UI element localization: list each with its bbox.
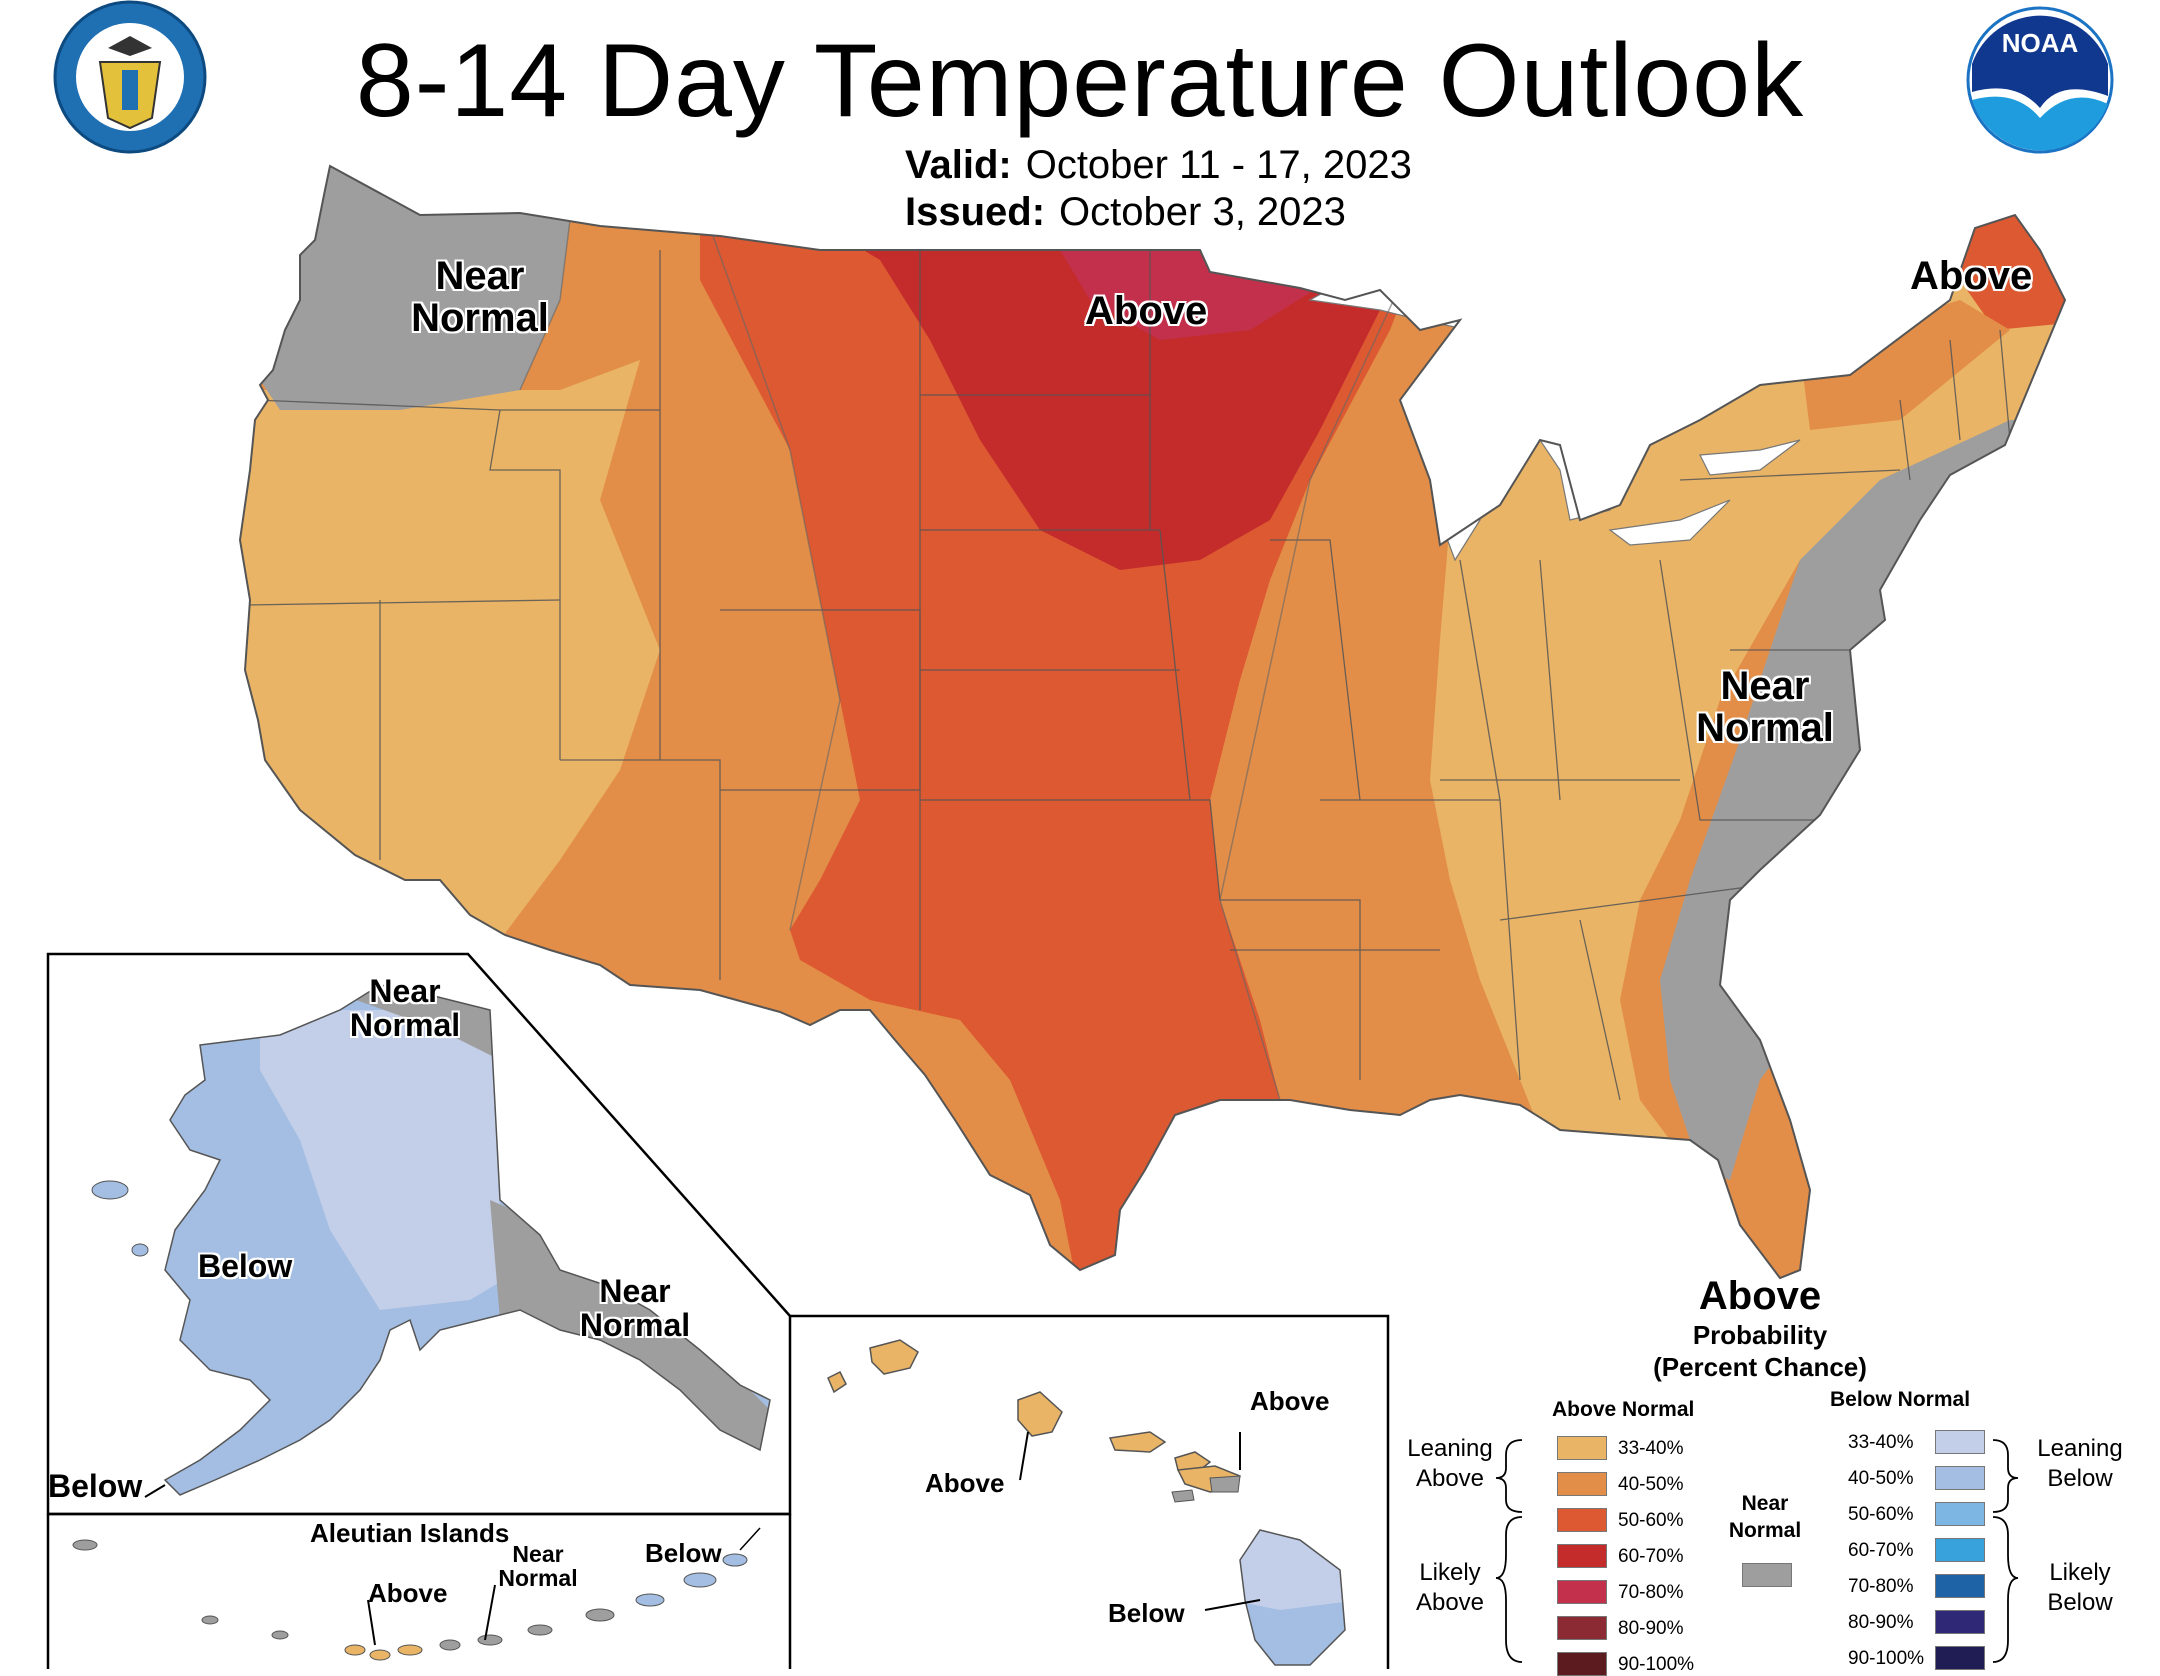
legend-label-above-4: 70-80%	[1618, 1582, 1684, 1603]
legend-above-label: Above	[1698, 1274, 1822, 1318]
department-of-commerce-seal	[53, 0, 207, 154]
legend-title-probability: Probability	[1692, 1320, 1828, 1350]
region-maine-above	[1960, 200, 2065, 330]
label-alaska-below-southwest: Below	[48, 1468, 143, 1504]
legend-below-normal-header: Below Normal	[1830, 1388, 1971, 1411]
label-aleutian-above: Above	[368, 1578, 448, 1608]
legend-swatch-below-5	[1935, 1610, 1985, 1634]
legend-swatch-above-0	[1557, 1436, 1607, 1460]
legend-swatch-below-0	[1935, 1430, 1985, 1454]
region-ne-lean	[1800, 300, 2010, 430]
issued-date: Issued: October 3, 2023	[905, 190, 1346, 235]
legend-label-below-3: 60-70%	[1848, 1540, 1914, 1561]
legend-label-above-1: 40-50%	[1618, 1474, 1684, 1495]
label-aleutian-near-normal: Near Normal	[498, 1541, 578, 1592]
region-west-leaning-above	[240, 360, 660, 940]
legend-label-below-5: 80-90%	[1848, 1612, 1914, 1633]
legend-swatch-below-6	[1935, 1646, 1985, 1670]
legend-swatch-below-2	[1935, 1502, 1985, 1526]
hawaii-inset	[790, 1314, 1390, 1669]
legend-label-above-0: 33-40%	[1618, 1438, 1684, 1459]
label-conus-near-normal-nw: Near Normal	[411, 254, 549, 340]
label-alaska-near-normal-southeast: Near Normal	[579, 1273, 691, 1343]
region-florida-above	[1720, 1180, 1810, 1278]
region-east-leaning-above	[1430, 260, 2065, 1278]
legend-swatch-below-3	[1935, 1538, 1985, 1562]
label-alaska-near-normal-north: Near Normal	[349, 973, 461, 1043]
legend-title-percent: (Percent Chance)	[1653, 1352, 1867, 1382]
legend-label-above-6: 90-100%	[1618, 1654, 1695, 1675]
legend-swatch-below-1	[1935, 1466, 1985, 1490]
legend-label-below-0: 33-40%	[1848, 1432, 1914, 1453]
legend-swatch-above-6	[1557, 1652, 1607, 1676]
legend-label-below-1: 40-50%	[1848, 1468, 1914, 1489]
valid-date: Valid: October 11 - 17, 2023	[905, 143, 1412, 188]
label-conus-above-maine: Above	[1910, 254, 2033, 298]
legend-label-below-6: 90-100%	[1848, 1648, 1925, 1669]
legend-near-normal-header: Near Normal	[1728, 1492, 1802, 1543]
noaa-logo: NOAA	[1966, 6, 2114, 154]
label-alaska-below: Below	[198, 1248, 293, 1284]
legend-leaning-above: Leaning Above	[1407, 1435, 1493, 1492]
legend-braces	[1495, 1439, 2019, 1663]
legend-above-normal-header: Above Normal	[1552, 1398, 1695, 1421]
page-title: 8-14 Day Temperature Outlook	[355, 23, 1805, 139]
noaa-logo-text: NOAA	[2002, 28, 2079, 58]
label-aleutian-title: Aleutian Islands	[310, 1518, 510, 1548]
valid-value: October 11 - 17, 2023	[1025, 143, 1412, 187]
legend-swatch-above-3	[1557, 1544, 1607, 1568]
label-hawaii-above-right: Above	[1250, 1386, 1330, 1416]
legend-swatch-above-5	[1557, 1616, 1607, 1640]
legend-label-above-5: 80-90%	[1618, 1618, 1684, 1639]
legend-likely-below: Likely Below	[2047, 1559, 2113, 1616]
legend-swatch-above-1	[1557, 1472, 1607, 1496]
label-hawaii-above-left: Above	[925, 1468, 1005, 1498]
legend-label-below-2: 50-60%	[1848, 1504, 1914, 1525]
valid-label: Valid:	[905, 143, 1012, 187]
issued-label: Issued:	[905, 190, 1046, 234]
legend-leaning-below: Leaning Below	[2037, 1435, 2123, 1492]
issued-value: October 3, 2023	[1059, 190, 1346, 234]
legend-label-below-4: 70-80%	[1848, 1576, 1914, 1597]
aleutian-islands	[72, 1527, 761, 1661]
label-aleutian-below: Below	[645, 1538, 722, 1568]
legend-swatch-near-normal	[1742, 1563, 1792, 1587]
label-conus-near-normal-east: Near Normal	[1696, 664, 1834, 750]
label-conus-above-north: Above	[1085, 289, 1208, 333]
legend-label-above-2: 50-60%	[1618, 1510, 1684, 1531]
legend-label-above-3: 60-70%	[1618, 1546, 1684, 1567]
label-hawaii-below: Below	[1108, 1598, 1185, 1628]
legend-swatch-above-4	[1557, 1580, 1607, 1604]
legend-likely-above: Likely Above	[1415, 1559, 1485, 1616]
legend-swatch-below-4	[1935, 1574, 1985, 1598]
legend-swatch-above-2	[1557, 1508, 1607, 1532]
